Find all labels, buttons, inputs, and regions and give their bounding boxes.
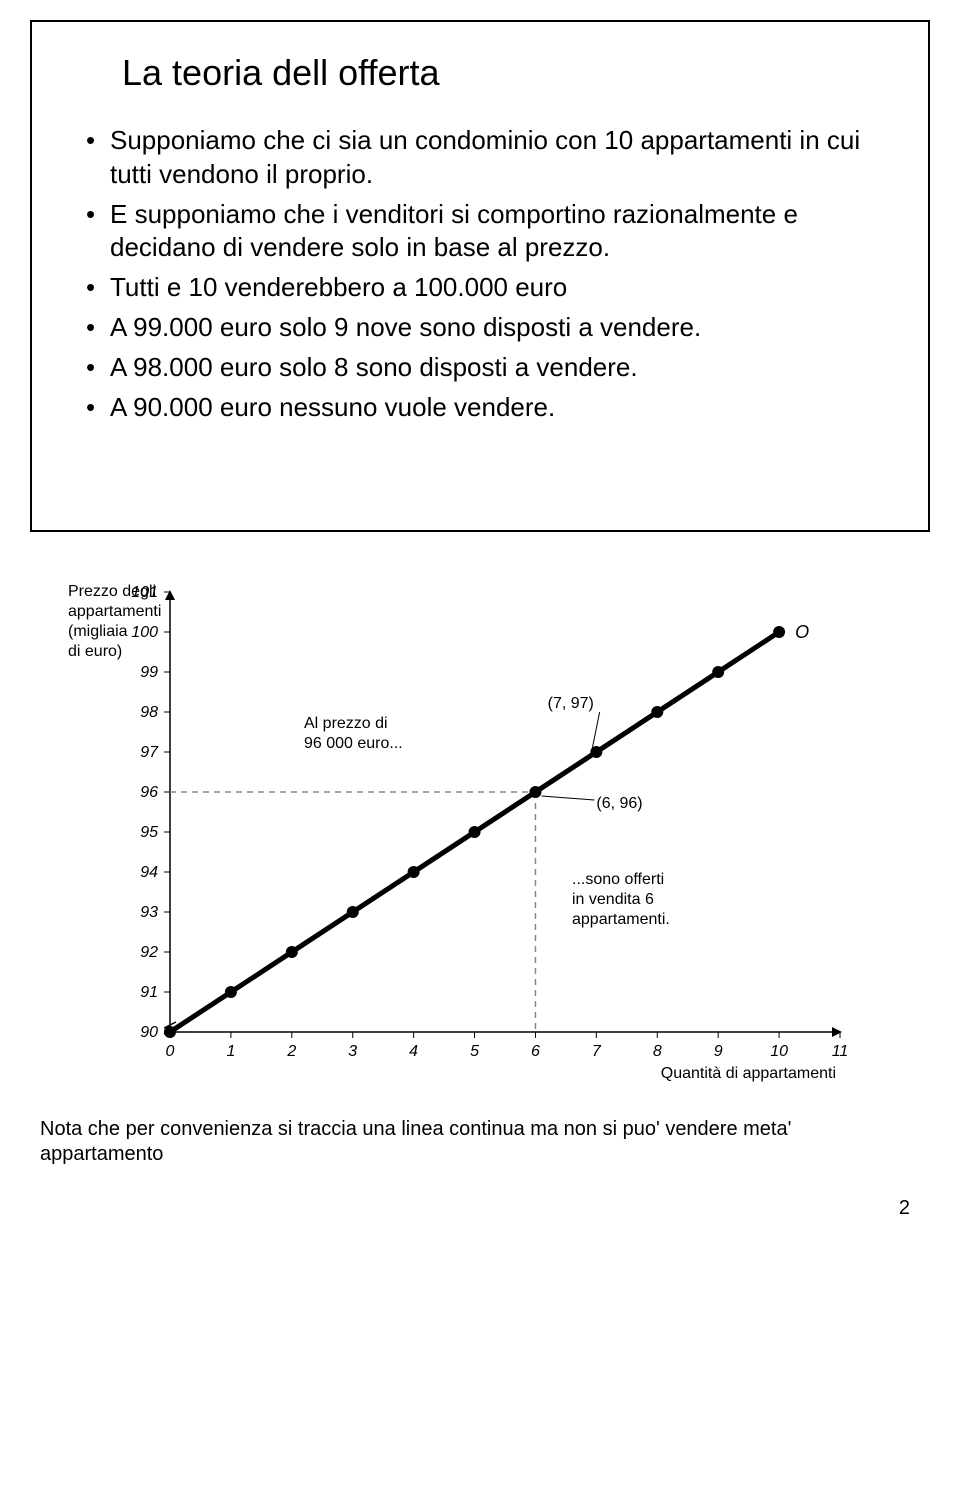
svg-text:8: 8 [653, 1043, 662, 1060]
svg-text:100: 100 [131, 624, 158, 641]
svg-text:92: 92 [140, 944, 158, 961]
svg-text:appartamenti.: appartamenti. [572, 911, 670, 928]
slide-box: La teoria dell offerta Supponiamo che ci… [30, 20, 930, 532]
svg-text:4: 4 [409, 1043, 418, 1060]
footnote-text: Nota che per convenienza si traccia una … [40, 1117, 920, 1167]
svg-text:9: 9 [714, 1043, 723, 1060]
svg-text:1: 1 [226, 1043, 235, 1060]
svg-text:97: 97 [140, 744, 159, 761]
svg-text:Quantità di appartamenti: Quantità di appartamenti [661, 1065, 836, 1082]
svg-text:96: 96 [140, 784, 158, 801]
svg-text:101: 101 [131, 584, 158, 601]
svg-text:11: 11 [832, 1043, 849, 1060]
svg-text:5: 5 [470, 1043, 479, 1060]
svg-text:Al prezzo di: Al prezzo di [304, 715, 388, 732]
svg-text:appartamenti: appartamenti [68, 603, 161, 620]
supply-chart: Prezzo degliappartamenti(migliaiadi euro… [60, 572, 920, 1107]
svg-text:99: 99 [140, 664, 158, 681]
svg-text:in vendita 6: in vendita 6 [572, 891, 654, 908]
svg-text:7: 7 [592, 1043, 602, 1060]
slide-title: La teoria dell offerta [122, 52, 878, 94]
bullet-item: Supponiamo che ci sia un condominio con … [82, 124, 878, 192]
svg-text:O: O [795, 622, 809, 642]
svg-text:10: 10 [770, 1043, 788, 1060]
svg-text:(6, 96): (6, 96) [596, 795, 642, 812]
svg-text:6: 6 [531, 1043, 540, 1060]
bullet-item: A 90.000 euro nessuno vuole vendere. [82, 391, 878, 425]
svg-text:(7, 97): (7, 97) [548, 695, 594, 712]
bullet-item: Tutti e 10 venderebbero a 100.000 euro [82, 271, 878, 305]
svg-text:(migliaia: (migliaia [68, 623, 128, 640]
svg-text:3: 3 [348, 1043, 357, 1060]
page-number: 2 [0, 1197, 910, 1220]
svg-text:96 000 euro...: 96 000 euro... [304, 735, 403, 752]
svg-text:di euro): di euro) [68, 643, 122, 660]
svg-text:91: 91 [140, 984, 158, 1001]
bullet-list: Supponiamo che ci sia un condominio con … [82, 124, 878, 424]
chart-svg: Prezzo degliappartamenti(migliaiadi euro… [60, 572, 880, 1102]
svg-text:93: 93 [140, 904, 158, 921]
bullet-item: A 99.000 euro solo 9 nove sono disposti … [82, 311, 878, 345]
svg-text:0: 0 [166, 1043, 175, 1060]
bullet-item: E supponiamo che i venditori si comporti… [82, 198, 878, 266]
bullet-item: A 98.000 euro solo 8 sono disposti a ven… [82, 351, 878, 385]
svg-text:90: 90 [140, 1024, 158, 1041]
svg-text:95: 95 [140, 824, 158, 841]
svg-text:94: 94 [140, 864, 158, 881]
svg-text:2: 2 [286, 1043, 296, 1060]
svg-text:...sono offerti: ...sono offerti [572, 871, 664, 888]
svg-text:98: 98 [140, 704, 158, 721]
